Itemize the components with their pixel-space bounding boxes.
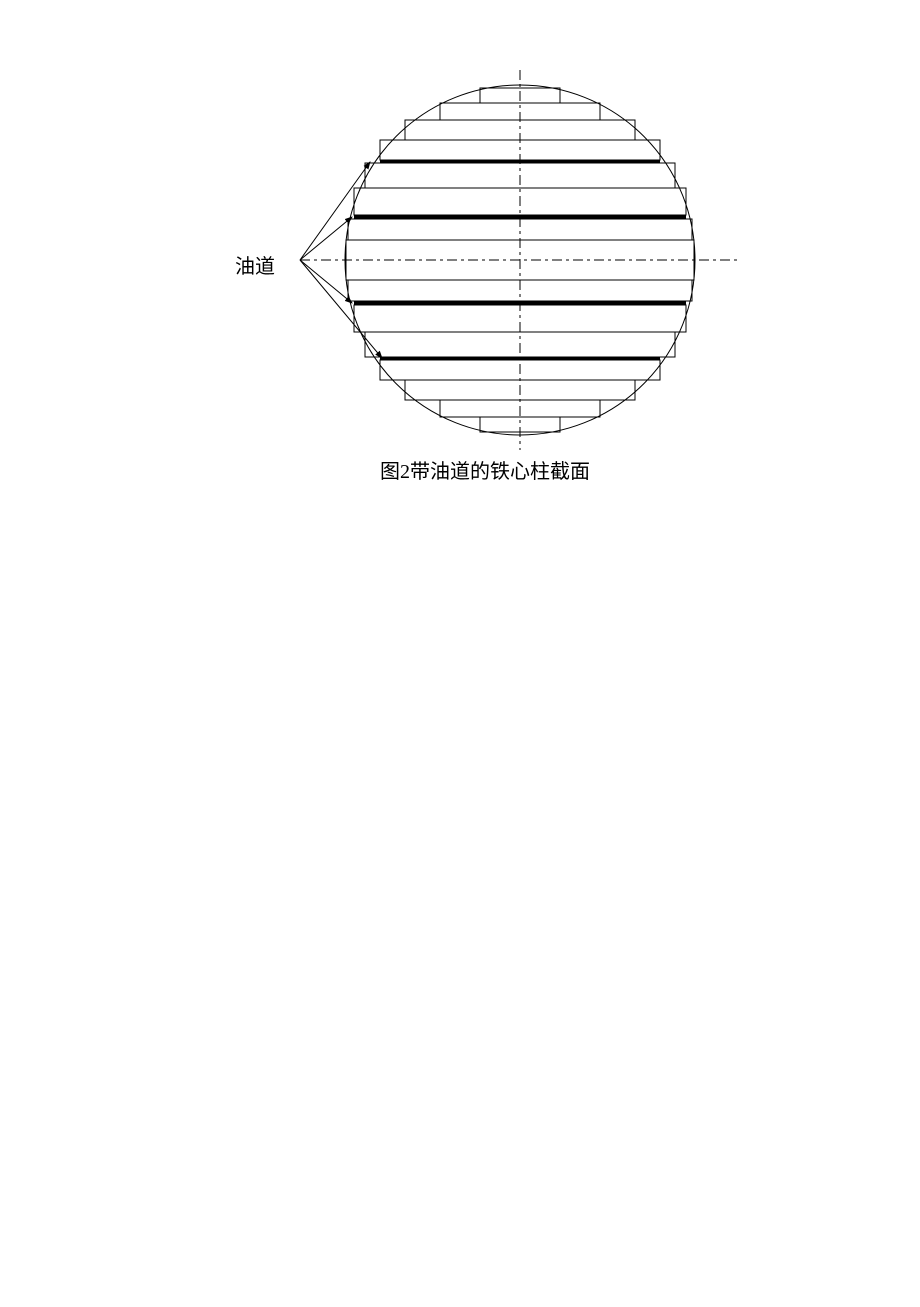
diagram-container: 油道 图2带油道的铁心柱截面	[0, 0, 920, 1302]
label-arrow	[300, 260, 382, 358]
label-arrow	[300, 260, 352, 303]
figure-caption: 图2带油道的铁心柱截面	[380, 455, 590, 484]
cross-section-svg	[0, 0, 920, 1302]
label-arrow	[300, 162, 370, 260]
oil-channel-label: 油道	[235, 250, 275, 279]
